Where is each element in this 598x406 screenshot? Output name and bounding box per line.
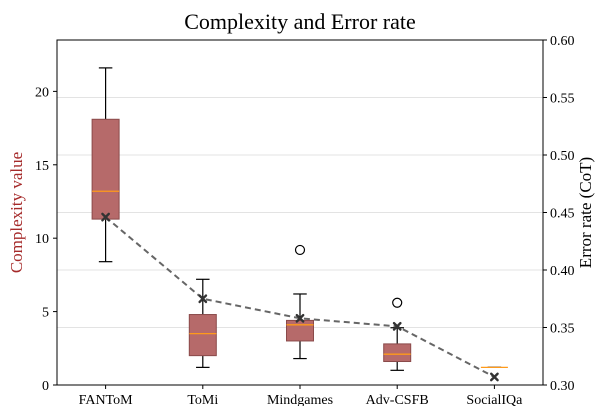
box-body <box>91 118 120 220</box>
box-adv-csfb <box>383 297 412 371</box>
x-tick-label: ToMi <box>187 393 218 406</box>
error-rate-marker <box>101 212 110 222</box>
right-tick-label: 0.35 <box>550 322 575 337</box>
error-rate-markers <box>101 212 499 382</box>
right-tick-label: 0.45 <box>550 207 575 222</box>
error-rate-marker <box>295 313 305 323</box>
x-axis: FANToM ToMi Mindgames Adv-CSFB SocialIQa <box>79 385 523 406</box>
right-tick-label: 0.40 <box>550 264 575 279</box>
outlier-point <box>294 244 306 256</box>
x-tick-label: SocialIQa <box>466 393 523 406</box>
right-tick-label: 0.55 <box>550 92 575 107</box>
left-tick-label: 5 <box>42 306 49 321</box>
x-tick-label: Mindgames <box>267 393 333 406</box>
right-axis-label: Error rate (CoT) <box>576 157 595 268</box>
x-tick-label: FANToM <box>79 393 134 406</box>
box-plots <box>91 67 508 371</box>
left-tick-label: 20 <box>35 85 49 100</box>
left-tick-label: 10 <box>35 232 49 247</box>
right-axis: 0.30 0.35 0.40 0.45 0.50 0.55 0.60 <box>543 34 575 394</box>
box-body <box>188 314 217 357</box>
left-tick-label: 15 <box>35 159 49 174</box>
left-axis-label: Complexity value <box>7 152 26 273</box>
box-mindgames <box>286 244 314 360</box>
x-tick-label: Adv-CSFB <box>366 393 429 406</box>
box-body <box>286 319 314 342</box>
right-tick-label: 0.50 <box>550 149 575 164</box>
error-rate-marker <box>490 372 499 382</box>
right-tick-label: 0.30 <box>550 379 575 394</box>
left-tick-label: 0 <box>42 379 49 394</box>
box-fantom <box>91 67 120 263</box>
left-axis: 0 5 10 15 20 <box>35 85 57 394</box>
error-rate-marker <box>198 294 208 304</box>
error-rate-line <box>104 216 495 378</box>
error-rate-series <box>104 216 495 378</box>
box-body <box>383 343 412 363</box>
error-rate-marker <box>392 321 402 331</box>
chart-title: Complexity and Error rate <box>184 9 416 34</box>
right-tick-label: 0.60 <box>550 34 575 49</box>
box-tomi <box>188 278 217 368</box>
outlier-point <box>392 297 403 308</box>
